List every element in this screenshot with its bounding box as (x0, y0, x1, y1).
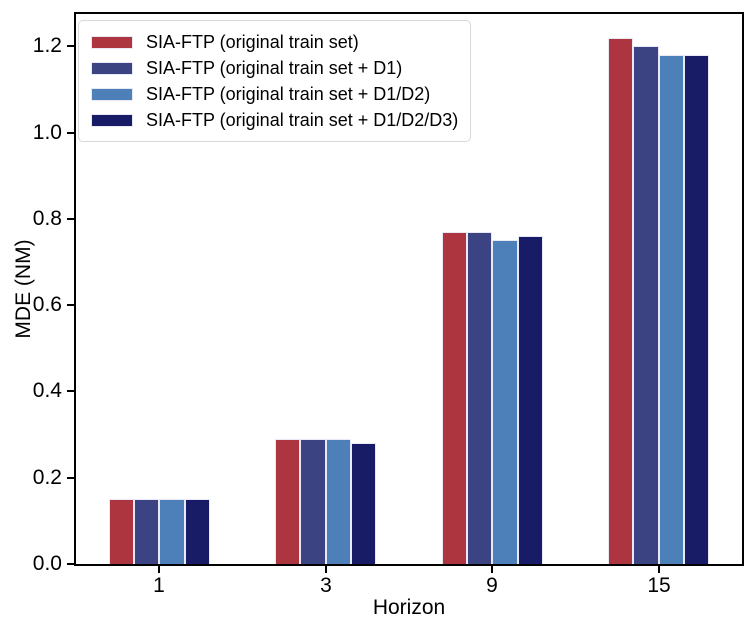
bar-series1-h15 (608, 38, 633, 564)
x-tick-mark (658, 566, 660, 573)
y-tick-label: 0.8 (32, 207, 62, 230)
legend-label: SIA-FTP (original train set + D1) (146, 58, 403, 78)
legend-swatch-icon (91, 61, 133, 75)
legend-label: SIA-FTP (original train set + D1/D2) (146, 84, 431, 104)
y-tick-label: 0.0 (32, 552, 62, 575)
x-tick-label: 15 (647, 574, 671, 597)
bar-series4-h9 (518, 236, 543, 564)
legend-swatch-icon (91, 87, 133, 101)
legend-item-3: SIA-FTP (original train set + D1/D2) (91, 81, 458, 107)
bar-series3-h15 (659, 55, 684, 564)
y-tick-label: 0.2 (32, 466, 62, 489)
x-tick-label: 9 (486, 574, 498, 597)
y-tick-mark (67, 390, 74, 392)
bar-series2-h15 (633, 46, 659, 564)
legend-swatch-icon (91, 35, 133, 49)
y-tick-mark (67, 45, 74, 47)
legend-label: SIA-FTP (original train set + D1/D2/D3) (146, 110, 459, 130)
y-tick-label: 1.0 (32, 121, 62, 144)
bar-series4-h1 (185, 499, 210, 564)
legend-swatch-icon (91, 113, 133, 127)
bar-series2-h3 (300, 439, 326, 564)
y-axis-label: MDE (NM) (12, 239, 35, 339)
x-tick-mark (491, 566, 493, 573)
bar-series3-h3 (326, 439, 351, 564)
y-tick-label: 1.2 (32, 34, 62, 57)
bar-series2-h9 (467, 232, 492, 564)
y-tick-mark (67, 218, 74, 220)
legend-item-2: SIA-FTP (original train set + D1) (91, 55, 458, 81)
x-axis-label: Horizon (372, 596, 446, 619)
legend-label: SIA-FTP (original train set) (146, 32, 359, 52)
y-tick-mark (67, 563, 74, 565)
x-tick-label: 1 (153, 574, 165, 597)
bar-series1-h3 (275, 439, 300, 564)
bar-series2-h1 (134, 499, 159, 564)
bar-series1-h1 (109, 499, 134, 564)
x-tick-mark (158, 566, 160, 573)
x-tick-label: 3 (320, 574, 332, 597)
legend-item-1: SIA-FTP (original train set) (91, 29, 458, 55)
legend: SIA-FTP (original train set) SIA-FTP (ori… (78, 20, 472, 142)
bar-series3-h9 (492, 240, 518, 564)
bar-series3-h1 (159, 499, 185, 564)
y-tick-mark (67, 132, 74, 134)
y-tick-label: 0.6 (32, 293, 62, 316)
y-tick-mark (67, 304, 74, 306)
bar-series4-h3 (351, 443, 376, 564)
bar-series4-h15 (684, 55, 709, 564)
legend-item-4: SIA-FTP (original train set + D1/D2/D3) (91, 107, 458, 133)
bar-series1-h9 (442, 232, 467, 564)
y-tick-label: 0.4 (32, 379, 62, 402)
x-tick-mark (325, 566, 327, 573)
y-tick-mark (67, 477, 74, 479)
